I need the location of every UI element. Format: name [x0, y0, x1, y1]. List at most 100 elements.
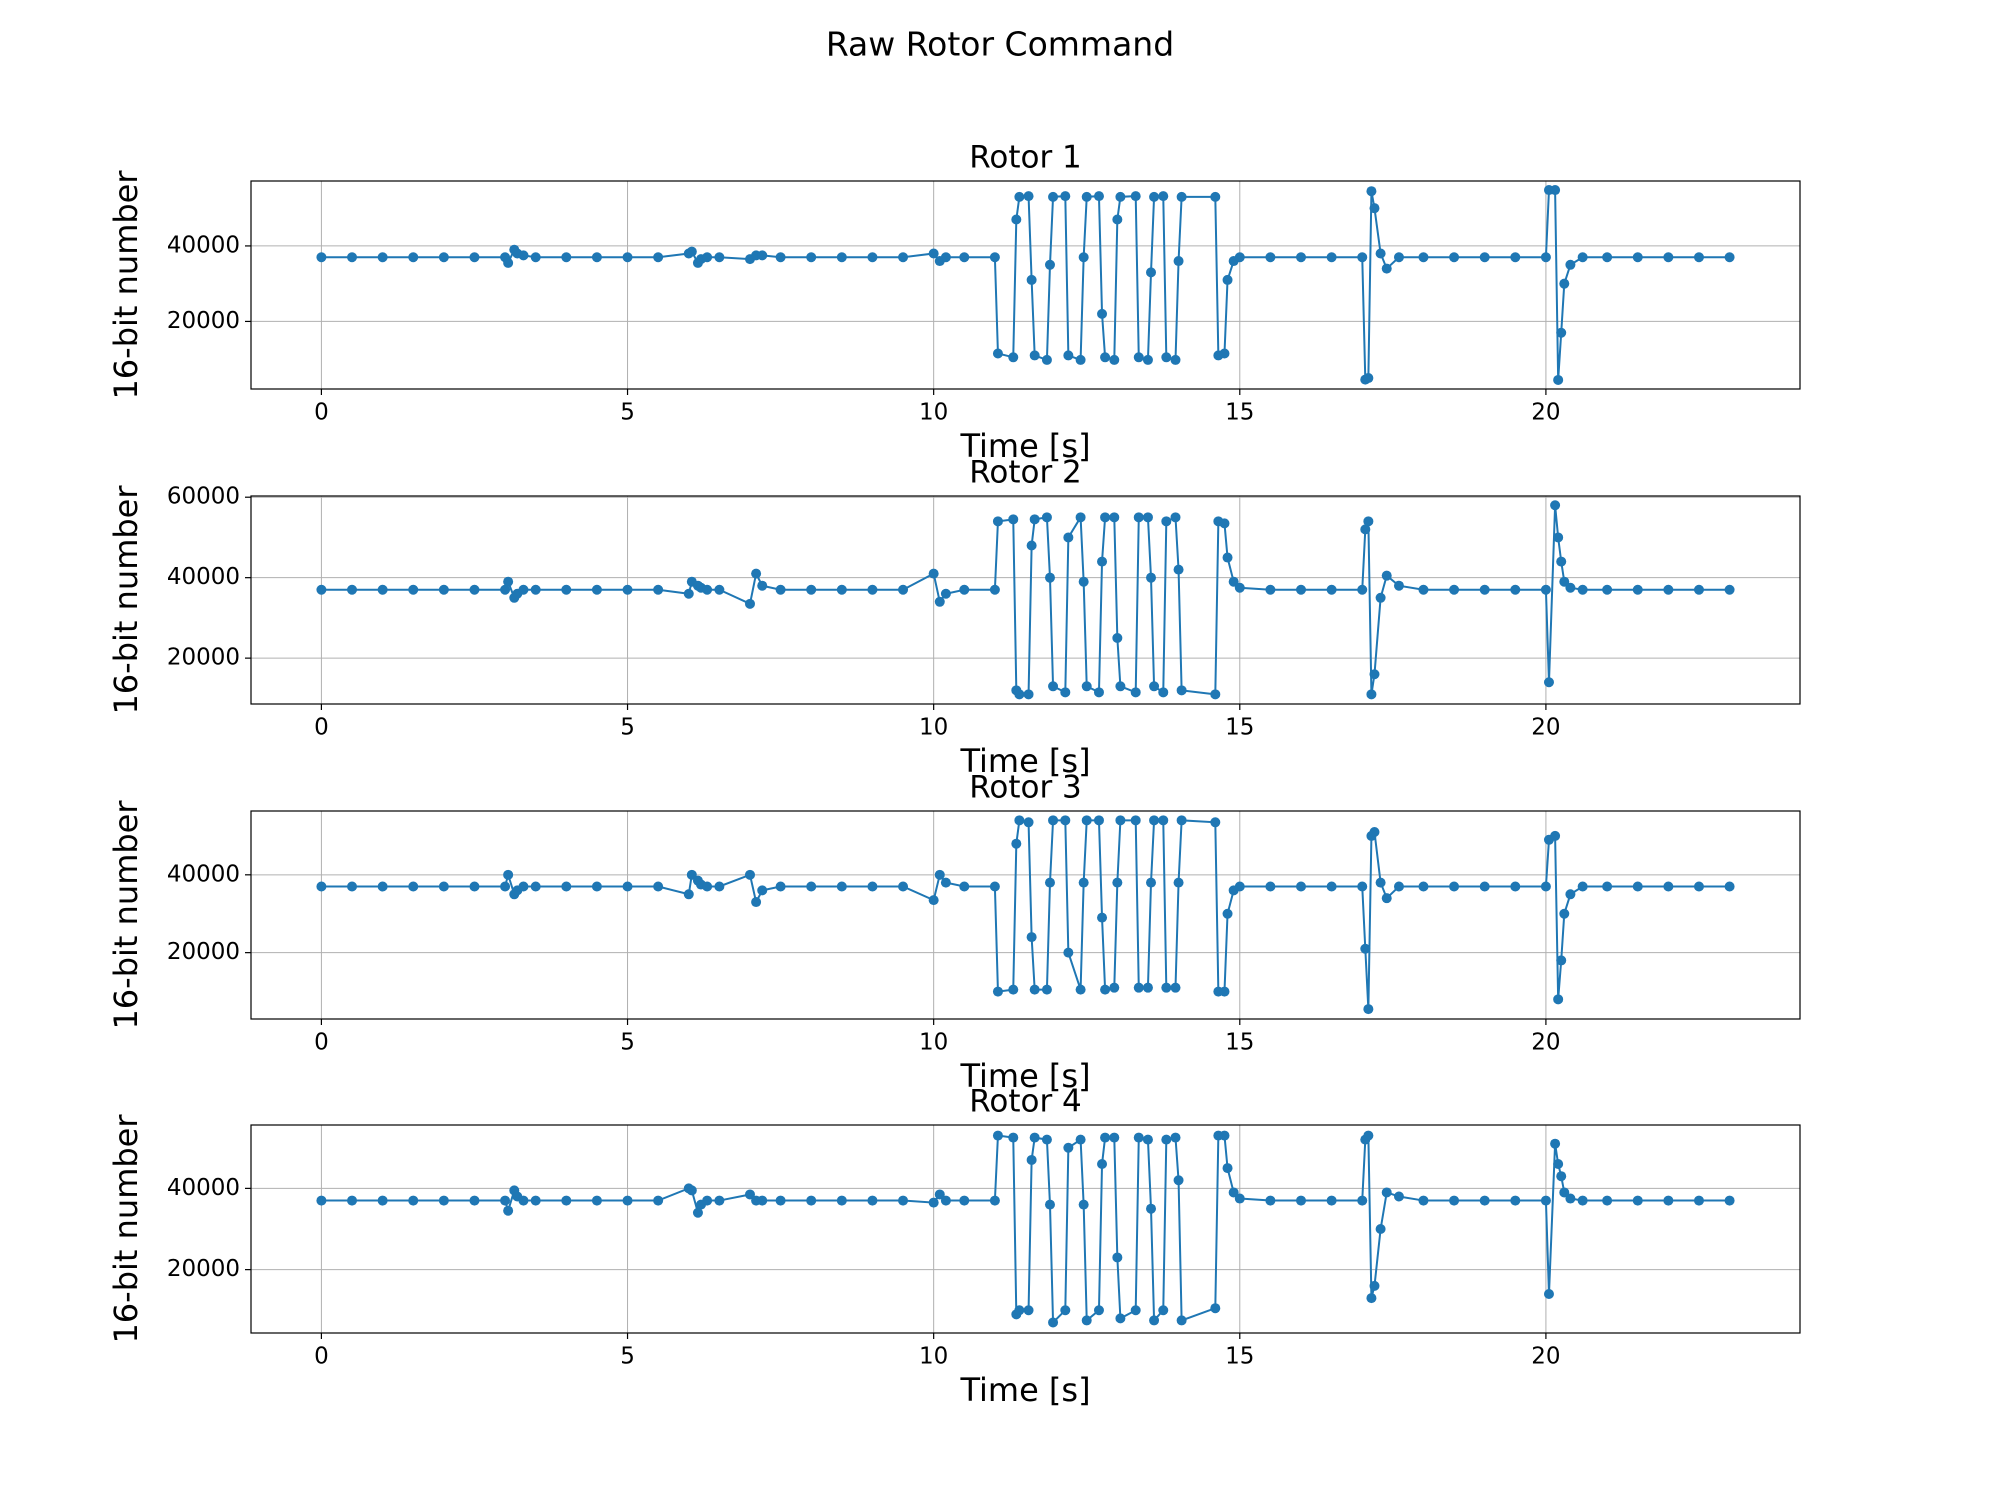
data-point — [1510, 1195, 1521, 1206]
data-point — [1014, 191, 1025, 202]
data-point — [1060, 687, 1071, 698]
data-point — [1222, 552, 1233, 563]
data-point — [653, 252, 664, 263]
data-point — [1146, 1203, 1157, 1214]
data-point — [1418, 252, 1429, 263]
data-point — [992, 348, 1003, 359]
data-point — [1173, 256, 1184, 267]
data-point — [1161, 982, 1172, 993]
data-point — [591, 252, 602, 263]
data-point — [1158, 191, 1169, 202]
data-point — [940, 877, 951, 888]
data-point — [530, 1195, 541, 1206]
data-point — [503, 1205, 514, 1216]
data-point — [989, 881, 1000, 892]
data-point — [503, 869, 514, 880]
data-point — [934, 596, 945, 607]
data-point — [1556, 1171, 1567, 1182]
data-point — [1222, 908, 1233, 919]
subplot-title: Rotor 4 — [969, 1084, 1082, 1120]
data-point — [1210, 191, 1221, 202]
data-point — [438, 881, 449, 892]
data-point — [1265, 1195, 1276, 1206]
subplot-title: Rotor 2 — [969, 455, 1082, 491]
data-point — [1029, 984, 1040, 995]
data-point — [500, 1195, 511, 1206]
data-point — [1479, 252, 1490, 263]
data-point — [1326, 252, 1337, 263]
data-point — [1014, 1305, 1025, 1316]
data-point — [1041, 512, 1052, 523]
data-point — [622, 1195, 633, 1206]
data-point — [836, 1195, 847, 1206]
data-point — [1565, 259, 1576, 270]
data-point — [1112, 214, 1123, 225]
data-point — [1173, 564, 1184, 575]
x-tick-label: 10 — [919, 1344, 948, 1370]
x-tick-label: 15 — [1225, 1344, 1254, 1370]
data-point — [377, 252, 388, 263]
data-point — [1222, 274, 1233, 285]
data-point — [1577, 584, 1588, 595]
data-point — [1565, 1193, 1576, 1204]
data-point — [1366, 186, 1377, 197]
data-point — [1093, 815, 1104, 826]
data-point — [1044, 259, 1055, 270]
data-point — [1540, 252, 1551, 263]
data-point — [1161, 1134, 1172, 1145]
data-point — [757, 1195, 768, 1206]
y-tick-label: 40000 — [167, 232, 240, 258]
data-point — [1663, 252, 1674, 263]
data-point — [1170, 512, 1181, 523]
data-point — [989, 584, 1000, 595]
data-point — [1014, 815, 1025, 826]
data-point — [1366, 1293, 1377, 1304]
data-point — [1602, 584, 1613, 595]
data-point — [1149, 815, 1160, 826]
data-point — [1149, 681, 1160, 692]
axes-frame — [250, 495, 1801, 705]
data-point — [1014, 689, 1025, 700]
data-point — [1161, 516, 1172, 527]
data-point — [1078, 877, 1089, 888]
data-point — [683, 889, 694, 900]
data-point — [702, 881, 713, 892]
data-point — [1543, 677, 1554, 688]
data-point — [1510, 881, 1521, 892]
data-point — [500, 881, 511, 892]
data-point — [702, 252, 713, 263]
data-point — [622, 252, 633, 263]
data-point — [1008, 1132, 1019, 1143]
data-point — [757, 580, 768, 591]
data-point — [518, 584, 529, 595]
data-point — [530, 584, 541, 595]
data-point — [702, 584, 713, 595]
data-line — [321, 819, 1730, 1010]
data-point — [775, 881, 786, 892]
data-point — [347, 252, 358, 263]
data-point — [1326, 584, 1337, 595]
data-point — [1081, 1315, 1092, 1326]
data-point — [757, 250, 768, 261]
data-point — [898, 1195, 909, 1206]
x-axis-label: Time [s] — [959, 1057, 1090, 1095]
data-point — [1146, 877, 1157, 888]
data-point — [1228, 576, 1239, 587]
data-point — [1078, 252, 1089, 263]
data-point — [1228, 1187, 1239, 1198]
x-tick-label: 20 — [1531, 715, 1560, 741]
data-point — [1093, 687, 1104, 698]
data-point — [1026, 1154, 1037, 1165]
data-point — [1559, 576, 1570, 587]
data-point — [316, 252, 327, 263]
data-point — [1130, 191, 1141, 202]
data-point — [1632, 584, 1643, 595]
y-tick-label: 40000 — [167, 1175, 240, 1201]
data-point — [1176, 191, 1187, 202]
data-point — [1553, 1159, 1564, 1169]
data-point — [1602, 881, 1613, 892]
data-point — [1176, 685, 1187, 696]
data-point — [1693, 252, 1704, 263]
data-point — [1219, 518, 1230, 529]
data-point — [1109, 512, 1120, 523]
